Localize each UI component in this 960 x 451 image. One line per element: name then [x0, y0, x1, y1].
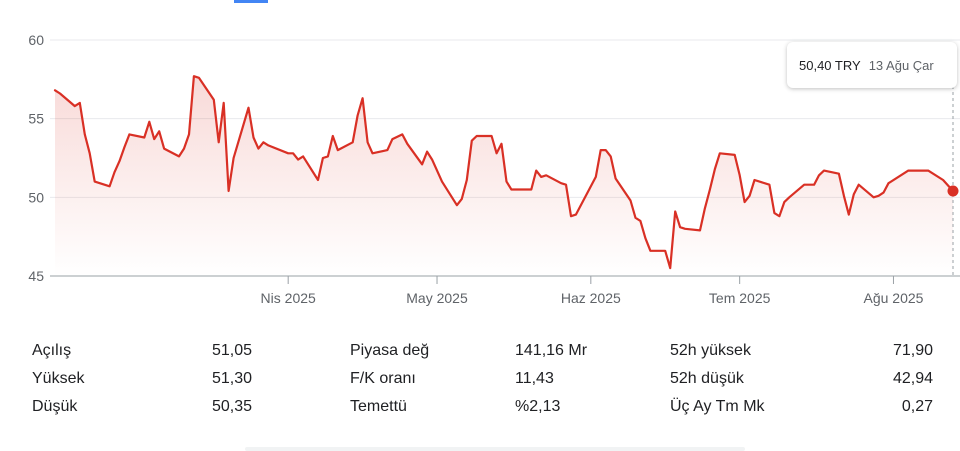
x-tick-label: May 2025 — [406, 290, 468, 306]
stat-value-market-cap: 141,16 Mr — [515, 342, 588, 359]
x-tick-label: Ağu 2025 — [863, 290, 923, 306]
x-tick-label: Tem 2025 — [709, 290, 771, 306]
price-tooltip: 50,40 TRY 13 Ağu Çar — [787, 42, 957, 88]
stat-value-high: 51,30 — [211, 370, 252, 387]
stat-value-52w-low: 42,94 — [892, 370, 933, 387]
stat-label-52w-low: 52h düşük — [670, 370, 744, 387]
stat-value-52w-high: 71,90 — [892, 342, 933, 359]
x-tick-label: Nis 2025 — [261, 290, 316, 306]
stat-value-pe-ratio: 11,43 — [515, 370, 554, 387]
y-tick-label: 55 — [28, 111, 44, 127]
stat-label-open: Açılış — [32, 342, 72, 359]
stat-label-pe-ratio: F/K oranı — [350, 370, 416, 387]
y-tick-label: 60 — [28, 32, 44, 48]
price-area-fill — [55, 76, 953, 276]
stat-value-3m-avg-volume: 0,27 — [901, 398, 933, 415]
stat-label-3m-avg-volume: Üç Ay Tm Mk — [670, 398, 765, 415]
key-stats-table: Açılış 51,05 Yüksek 51,30 Düşük 50,35 Pi… — [0, 330, 960, 430]
price-series-line — [53, 75, 955, 270]
bottom-divider — [245, 447, 745, 451]
stat-label-dividend: Temettü — [350, 398, 407, 415]
stat-label-market-cap: Piyasa değ — [350, 342, 430, 359]
stat-value-dividend: %2,13 — [515, 398, 561, 415]
stat-value-open: 51,05 — [211, 342, 252, 359]
tooltip-price: 50,40 TRY — [799, 57, 861, 73]
stat-label-high: Yüksek — [32, 370, 85, 387]
y-tick-label: 45 — [28, 268, 44, 284]
y-tick-label: 50 — [28, 189, 44, 205]
x-tick-label: Haz 2025 — [561, 290, 621, 306]
price-chart[interactable]: 60 55 50 45 Nis 2025 May 2025 Haz 2025 Tem 202… — [0, 0, 960, 320]
stat-label-52w-high: 52h yüksek — [670, 342, 751, 359]
current-price-dot — [947, 185, 959, 197]
stat-label-low: Düşük — [32, 398, 78, 415]
tab-indicator — [234, 0, 268, 3]
stat-value-low: 50,35 — [211, 398, 252, 415]
tooltip-date: 13 Ağu Çar — [868, 57, 934, 73]
